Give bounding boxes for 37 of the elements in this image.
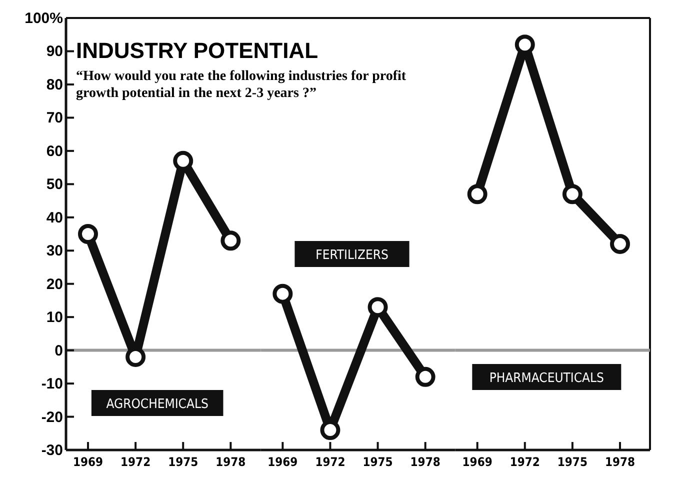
point bbox=[220, 230, 241, 251]
x-tick-label: 1975 bbox=[362, 455, 393, 469]
y-tick-label: 10 bbox=[46, 309, 63, 326]
point bbox=[368, 297, 388, 318]
point bbox=[272, 284, 293, 304]
x-tick-label: 1969 bbox=[268, 455, 298, 469]
y-tick-label: 20 bbox=[46, 276, 63, 293]
text: “How would you rate the following industries for profit growth potential in the next 2-3 years ?” bbox=[76, 69, 406, 101]
x-tick-label: 1972 bbox=[315, 455, 346, 469]
x-tick-label: 1972 bbox=[120, 455, 151, 469]
x-tick-label: 1969 bbox=[72, 455, 104, 469]
point bbox=[173, 150, 194, 171]
text: FERTILIZERS bbox=[316, 248, 388, 263]
y-tick-label: -30 bbox=[41, 442, 63, 459]
y-tick-label: 40 bbox=[46, 209, 63, 226]
y-tick-label: 100% bbox=[24, 10, 63, 27]
x-tick-label: 1978 bbox=[604, 455, 636, 469]
y-tick-label: 0 bbox=[54, 342, 63, 360]
y-tick-label: 90 bbox=[46, 43, 63, 60]
y-tick-label: 60 bbox=[46, 142, 63, 160]
y-tick-label: -10 bbox=[41, 376, 63, 393]
y-tick-label: 50 bbox=[46, 176, 63, 194]
point bbox=[415, 366, 436, 387]
x-tick-label: 1975 bbox=[557, 455, 588, 469]
x-tick-label: 1978 bbox=[410, 455, 440, 469]
text: INDUSTRY POTENTIAL bbox=[76, 38, 318, 63]
y-tick-label: 30 bbox=[46, 242, 63, 260]
y-tick-label: 70 bbox=[46, 110, 63, 127]
point bbox=[78, 224, 98, 244]
text: PHARMACEUTICALS bbox=[489, 371, 604, 386]
x-tick-label: 1969 bbox=[462, 455, 492, 469]
y-tick-label: -20 bbox=[41, 408, 63, 426]
x-tick-label: 1972 bbox=[510, 455, 540, 469]
x-tick-label: 1978 bbox=[216, 455, 246, 469]
text: AGROCHEMICALS bbox=[106, 397, 208, 412]
x-tick-label: 1975 bbox=[168, 455, 198, 469]
y-tick-label: 80 bbox=[46, 76, 63, 94]
